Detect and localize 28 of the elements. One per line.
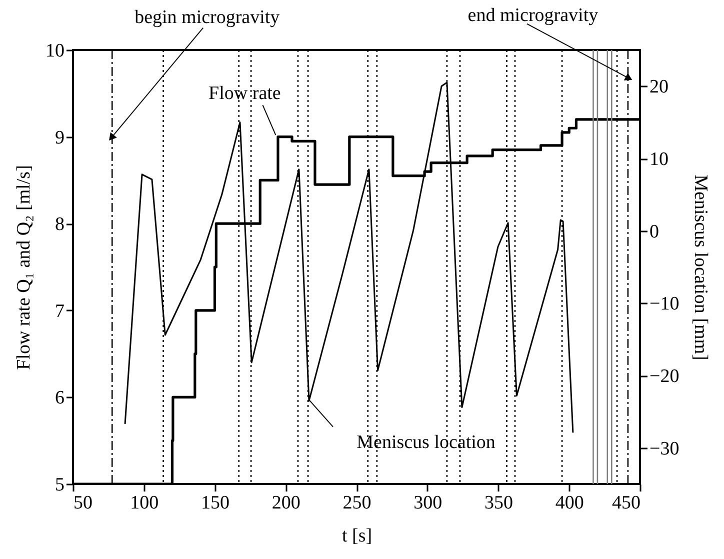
x-tick-label: 350	[484, 492, 513, 514]
annotation: begin microgravity	[134, 6, 280, 28]
y2-axis-title: Meniscus location [mm]	[690, 174, 712, 360]
x-tick-label: 300	[414, 492, 442, 514]
x-tick-label: 250	[342, 492, 372, 514]
y-tick-label: 10	[46, 40, 64, 62]
y2-tick-label: 0	[650, 221, 659, 242]
y-tick-label: 7	[55, 300, 64, 322]
annotation: Flow rate	[208, 83, 281, 104]
x-tick-label: 450	[612, 492, 640, 514]
y2-tick-label: −20	[650, 366, 680, 387]
y2-tick-label: −30	[650, 438, 680, 460]
y-tick-label: 9	[55, 127, 64, 148]
x-tick-label: 150	[201, 492, 230, 514]
y-tick-label: 6	[55, 388, 64, 409]
annotation: end microgravity	[468, 4, 599, 26]
x-axis-title: t [s]	[342, 526, 372, 546]
x-tick-label: 400	[555, 492, 584, 514]
x-tick-label: 100	[130, 492, 159, 514]
y-axis-title: Flow rate Q₁ and Q₂ [ml/s]	[14, 165, 34, 370]
y-tick-label: 5	[55, 474, 64, 496]
y2-tick-label: 20	[650, 76, 668, 98]
annotation: Meniscus location	[356, 432, 496, 453]
x-tick-label: 50	[74, 492, 92, 514]
y-tick-label: 8	[55, 214, 64, 236]
y2-tick-label: 10	[650, 149, 668, 170]
y2-tick-label: −10	[650, 294, 680, 315]
x-tick-label: 200	[272, 492, 300, 514]
